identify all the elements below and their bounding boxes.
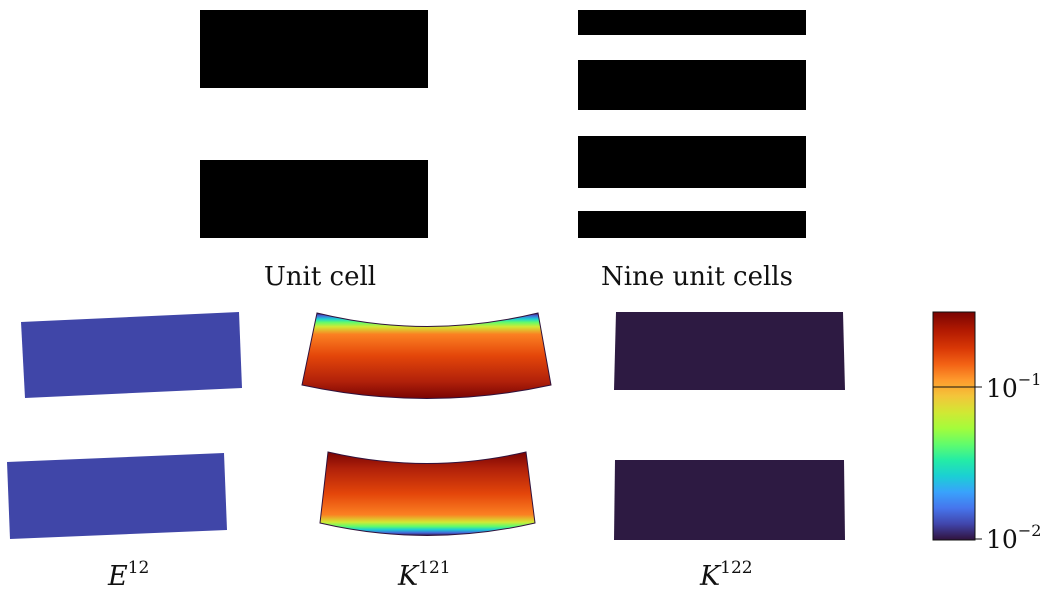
nine-unit-cells-panel	[578, 10, 806, 238]
nine-unit-cells-caption: Nine unit cells	[601, 262, 793, 292]
e12-label: E12	[107, 558, 149, 592]
k121-block-bottom	[319, 451, 536, 536]
k121-label: K121	[397, 558, 451, 592]
unit-cell-material-top	[200, 10, 428, 88]
nine-cells-strip-4	[578, 211, 806, 238]
k122-block-bottom	[614, 460, 845, 540]
colorbar	[932, 311, 982, 541]
colorbar-tick-top-label: 10−1	[986, 370, 1041, 403]
k122-block-top	[614, 312, 845, 390]
e12-block-bottom	[7, 453, 227, 539]
nine-cells-strip-2	[578, 60, 806, 110]
unit-cell-material-bottom	[200, 160, 428, 238]
k122-panel	[614, 312, 845, 540]
nine-cells-strip-3	[578, 136, 806, 188]
e12-block-top	[21, 312, 242, 398]
colorbar-gradient	[932, 311, 976, 541]
unit-cell-panel	[200, 10, 428, 238]
k122-label: K122	[699, 558, 753, 592]
k121-panel	[301, 312, 552, 536]
k121-block-top	[301, 312, 552, 399]
nine-cells-strip-1	[578, 10, 806, 35]
unit-cell-caption: Unit cell	[264, 262, 376, 292]
e12-panel	[7, 312, 242, 539]
colorbar-tick-bottom-label: 10−2	[986, 521, 1041, 554]
